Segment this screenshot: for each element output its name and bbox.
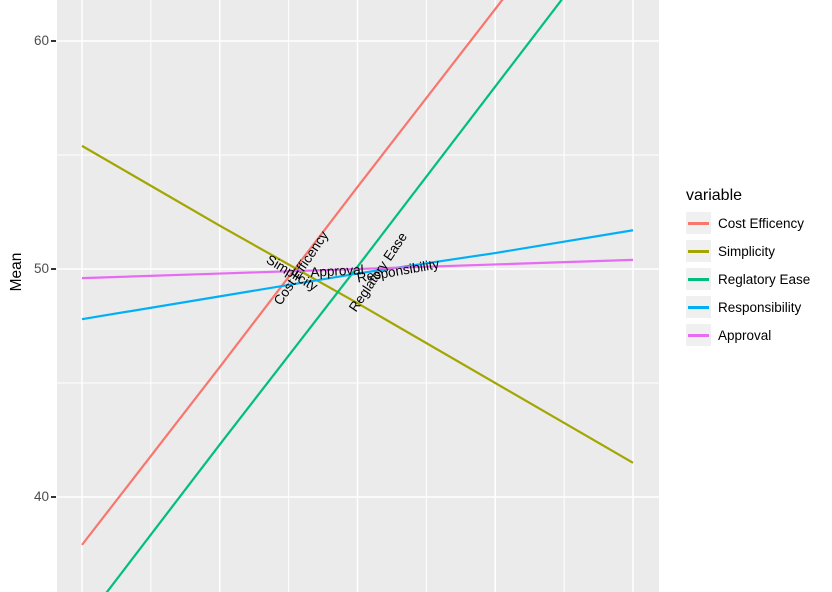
legend-entry-label: Simplicity <box>718 243 776 259</box>
legend-entry-reglatory-ease: Reglatory Ease <box>686 268 810 290</box>
legend-key-swatch <box>686 296 711 318</box>
line-label-approval: Approval <box>309 262 365 280</box>
legend-line-icon <box>688 221 709 225</box>
legend-key-swatch <box>686 268 711 290</box>
legend-line-icon <box>688 305 709 309</box>
legend-entry-cost-efficency: Cost Efficency <box>686 212 810 234</box>
series-line-approval <box>81 258 634 280</box>
legend-key-swatch <box>686 324 711 346</box>
legend-entry-label: Responsibility <box>718 299 802 315</box>
series-line-cost-efficency <box>81 0 504 546</box>
legend: variable Cost Efficency Simplicity Regla… <box>686 187 810 352</box>
plot-canvas <box>57 0 659 592</box>
legend-entry-label: Approval <box>718 327 772 343</box>
y-tick-label-40: 40 <box>33 489 49 504</box>
plot-panel <box>57 0 659 592</box>
legend-entry-responsibility: Responsibility <box>686 296 810 318</box>
legend-line-icon <box>688 249 709 253</box>
legend-entry-label: Reglatory Ease <box>718 271 811 287</box>
legend-line-icon <box>688 277 709 281</box>
y-tick-mark <box>51 496 56 498</box>
legend-line-icon <box>688 333 709 337</box>
y-tick-mark <box>51 40 56 42</box>
y-tick-mark <box>51 268 56 270</box>
series-line-responsibility <box>81 229 634 321</box>
legend-entry-simplicity: Simplicity <box>686 240 810 262</box>
series-line-simplicity <box>81 144 634 464</box>
legend-title: variable <box>686 187 743 204</box>
y-tick-label-50: 50 <box>33 261 49 276</box>
legend-key-swatch <box>686 240 711 262</box>
legend-entry-approval: Approval <box>686 324 810 346</box>
legend-entry-label: Cost Efficency <box>718 215 805 231</box>
legend-key-swatch <box>686 212 711 234</box>
y-tick-label-60: 60 <box>33 33 49 48</box>
y-axis-title: Mean <box>8 252 25 292</box>
series-line-reglatory-ease <box>105 0 563 592</box>
